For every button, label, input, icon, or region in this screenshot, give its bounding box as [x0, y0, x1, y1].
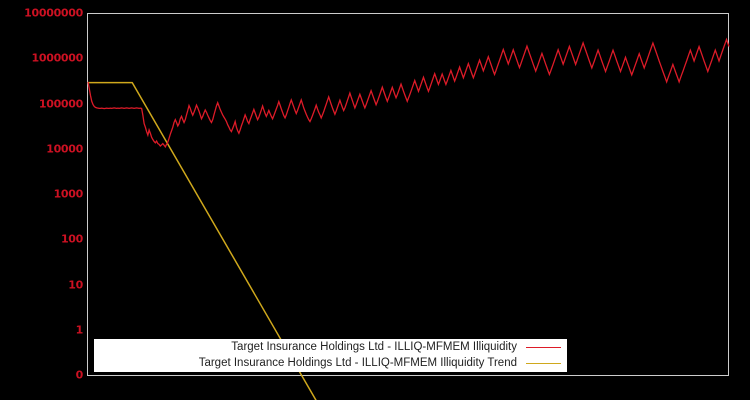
- y-axis-tick-10: 10: [68, 278, 83, 291]
- y-axis-tick-labels: 10000000 1000000 100000 10000 1000 100 10 1 0: [0, 0, 83, 400]
- legend-swatch-trend: [526, 362, 561, 364]
- y-axis-tick-10000: 10000: [46, 142, 83, 156]
- series-line-illiquidity: [87, 37, 730, 149]
- y-axis-tick-1000000: 1000000: [31, 51, 84, 65]
- chart-legend[interactable]: Target Insurance Holdings Ltd - ILLIQ-MF…: [94, 339, 567, 372]
- plot-frame: [87, 13, 729, 376]
- y-axis-tick-100000: 100000: [38, 97, 83, 110]
- legend-swatch-illiquidity: [526, 346, 561, 348]
- y-axis-tick-100: 100: [60, 232, 83, 246]
- legend-entry-trend[interactable]: Target Insurance Holdings Ltd - ILLIQ-MF…: [94, 355, 567, 371]
- series-line-trend: [88, 81, 317, 400]
- legend-label-trend: Target Insurance Holdings Ltd - ILLIQ-MF…: [198, 357, 517, 369]
- legend-label-illiquidity: Target Insurance Holdings Ltd - ILLIQ-MF…: [231, 341, 517, 353]
- y-axis-tick-0: 0: [75, 368, 84, 382]
- y-axis-tick-1: 1: [75, 323, 84, 337]
- legend-entry-illiquidity[interactable]: Target Insurance Holdings Ltd - ILLIQ-MF…: [94, 339, 567, 355]
- y-axis-tick-1000: 1000: [53, 187, 84, 201]
- y-axis-tick-10000000: 10000000: [24, 6, 83, 20]
